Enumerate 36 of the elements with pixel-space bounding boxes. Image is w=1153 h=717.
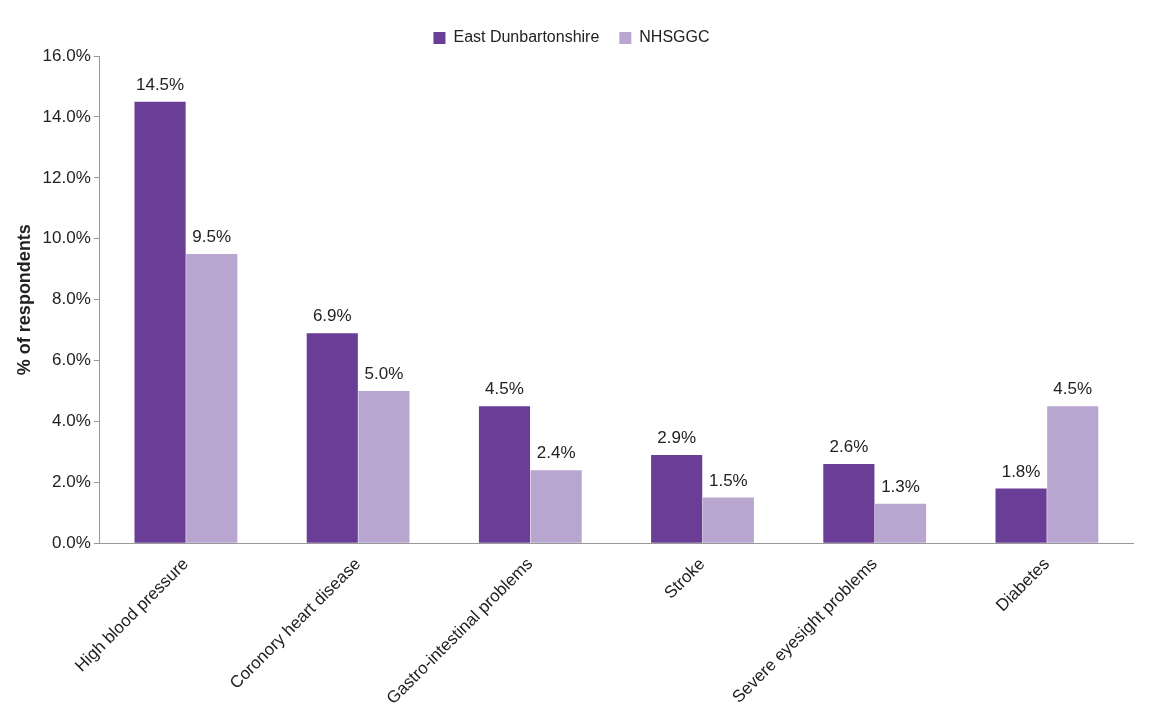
data-label: 2.4% (536, 443, 576, 463)
data-label: 6.9% (312, 306, 352, 326)
bar (1047, 406, 1099, 543)
bar (651, 454, 703, 543)
bar (530, 470, 582, 543)
y-tick-label: 4.0% (52, 411, 91, 431)
data-label: 1.3% (881, 476, 920, 496)
y-tick-label: 12.0% (42, 167, 91, 187)
y-tick-label: 2.0% (52, 472, 91, 492)
data-label: 1.8% (1001, 461, 1041, 481)
data-label: 2.9% (657, 428, 697, 448)
data-label: 1.5% (708, 470, 748, 490)
bar (702, 497, 754, 543)
legend-label: East Dunbartonshire (453, 28, 600, 46)
data-label: 4.5% (1053, 379, 1093, 399)
y-axis-title: % of respondents (13, 224, 34, 376)
bar (478, 406, 531, 543)
bar (358, 391, 410, 543)
data-label: 9.5% (192, 227, 232, 247)
data-label: 2.6% (829, 437, 869, 457)
y-tick-label: 14.0% (42, 106, 91, 126)
bar (134, 101, 186, 543)
bar (874, 503, 927, 543)
bar (306, 333, 358, 543)
data-label: 5.0% (364, 364, 404, 384)
y-tick-label: 8.0% (52, 289, 91, 309)
y-tick-label: 16.0% (42, 45, 91, 65)
bar (823, 464, 875, 543)
y-tick-label: 6.0% (52, 350, 91, 370)
data-label: 14.5% (135, 74, 185, 94)
data-label: 4.5% (485, 379, 524, 399)
y-tick-label: 0.0% (52, 532, 91, 552)
bar (995, 488, 1047, 543)
legend-label: NHSGGC (639, 28, 710, 46)
bar (186, 253, 238, 543)
y-tick-label: 10.0% (42, 228, 91, 248)
